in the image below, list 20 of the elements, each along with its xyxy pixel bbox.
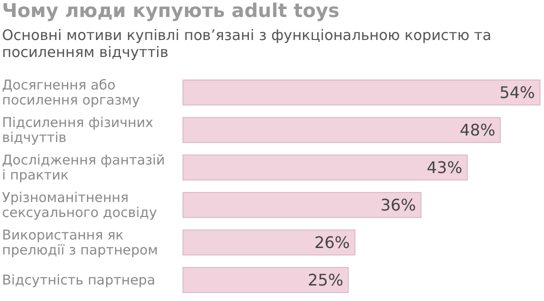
chart-title: Чому люди купують adult toys <box>2 0 340 22</box>
y-tick-label: Підсилення фізичних відчуттів <box>2 114 154 146</box>
chart-subtitle: Основні мотиви купівлі пов’язані з функціональною користю та посиленням відчуттів <box>2 28 492 62</box>
bar <box>182 230 356 256</box>
data-label: 43% <box>426 158 462 178</box>
y-tick-label: Відсутність партнера <box>2 272 156 288</box>
y-tick-label: Досягнення або посилення оргазму <box>2 76 140 108</box>
data-label: 26% <box>314 233 350 252</box>
y-tick-label: Використання як прелюдії з партнером <box>2 226 158 258</box>
bar <box>182 154 468 180</box>
y-tick-label: Дослідження фантазій і практик <box>2 152 165 183</box>
bar <box>182 267 349 293</box>
data-label: 54% <box>499 83 535 102</box>
bar <box>182 80 540 106</box>
bar <box>182 117 501 143</box>
y-tick-label: Урізноманітнення сексуального досвіду <box>2 189 157 220</box>
data-label: 48% <box>460 120 496 140</box>
data-label: 36% <box>380 196 416 215</box>
bar <box>182 192 422 218</box>
data-label: 25% <box>308 270 344 290</box>
